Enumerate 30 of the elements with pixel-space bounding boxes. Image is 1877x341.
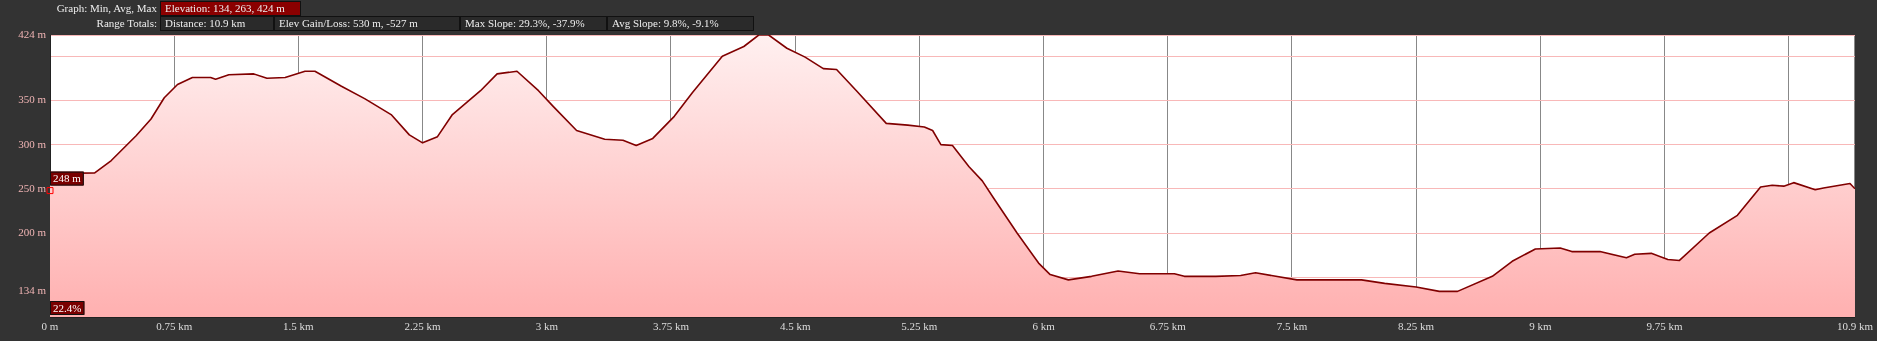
- text: Distance: 10.9 km: [160, 15, 274, 31]
- annotation: 22.4%: [53, 301, 82, 314]
- x-tick-label: 7.5 km: [1276, 320, 1308, 333]
- x-tick-label: 3 km: [535, 320, 559, 333]
- y-tick-label: 424 m: [18, 27, 47, 40]
- text: Range Totals:: [95, 17, 158, 29]
- x-tick-label: 10.9 km: [1836, 320, 1874, 333]
- text: Avg Slope: 9.8%, -9.1%: [607, 15, 754, 31]
- x-tick-label: 4.5 km: [779, 320, 811, 333]
- x-tick-label: 2.25 km: [404, 320, 442, 333]
- y-tick-label: 200 m: [18, 225, 47, 238]
- x-tick-label: 3.75 km: [652, 320, 690, 333]
- x-tick-label: 6 km: [1032, 320, 1056, 333]
- x-tick-label: 0.75 km: [156, 320, 193, 333]
- x-tick-label: 1.5 km: [283, 320, 315, 333]
- x-tick-label: 8.25 km: [1398, 320, 1435, 333]
- annotation: 248 m: [53, 172, 82, 185]
- x-tick-label: 6.75 km: [1149, 320, 1187, 333]
- y-tick-label: 300 m: [18, 137, 47, 150]
- text: Elevation: 134, 263, 424 m: [160, 0, 301, 16]
- x-tick-label: 9.75 km: [1646, 320, 1684, 333]
- y-tick-label: 350 m: [18, 93, 47, 106]
- y-tick-label: 250 m: [18, 181, 47, 194]
- x-tick-label: 0 m: [41, 320, 59, 333]
- text: Graph: Min, Avg, Max: [55, 2, 158, 14]
- text: Max Slope: 29.3%, -37.9%: [460, 15, 607, 31]
- x-tick-label: 5.25 km: [901, 320, 938, 333]
- y-tick-label: 134 m: [18, 284, 47, 297]
- text: Elev Gain/Loss: 530 m, -527 m: [274, 15, 460, 31]
- x-tick-label: 9 km: [1529, 320, 1552, 333]
